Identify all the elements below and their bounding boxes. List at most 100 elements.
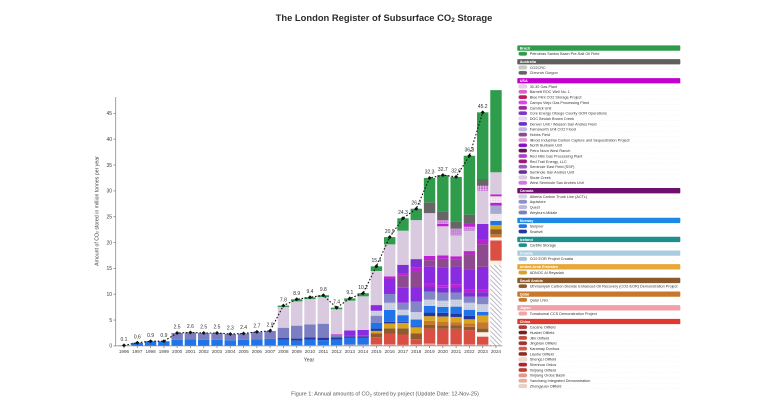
svg-text:0.6: 0.6 bbox=[134, 335, 141, 341]
svg-text:China: China bbox=[520, 320, 531, 324]
svg-text:Japan: Japan bbox=[520, 306, 532, 310]
svg-text:32.7: 32.7 bbox=[438, 167, 448, 173]
svg-text:2004: 2004 bbox=[225, 349, 236, 354]
svg-text:Carbfix Storage: Carbfix Storage bbox=[530, 244, 556, 248]
svg-text:0.1: 0.1 bbox=[121, 337, 128, 343]
svg-text:Qatar: Qatar bbox=[520, 292, 530, 296]
svg-text:Shute Creek: Shute Creek bbox=[530, 176, 551, 180]
svg-text:Zhongyuan Oilfield: Zhongyuan Oilfield bbox=[530, 384, 562, 388]
svg-text:CO2CRC: CO2CRC bbox=[530, 66, 546, 70]
svg-text:2023: 2023 bbox=[478, 349, 489, 354]
svg-text:9.4: 9.4 bbox=[307, 289, 314, 295]
svg-text:2.7: 2.7 bbox=[253, 324, 260, 330]
svg-text:Xinjiang Oilfield: Xinjiang Oilfield bbox=[530, 368, 556, 372]
svg-text:Xinjiang Ordos Basin: Xinjiang Ordos Basin bbox=[530, 374, 565, 378]
svg-text:Chevron Gorgon: Chevron Gorgon bbox=[530, 71, 558, 75]
svg-text:0.9: 0.9 bbox=[160, 333, 167, 339]
svg-text:10.2: 10.2 bbox=[358, 285, 368, 291]
svg-text:2007: 2007 bbox=[265, 349, 276, 354]
svg-text:2.5: 2.5 bbox=[214, 325, 221, 331]
svg-text:Quest: Quest bbox=[530, 206, 541, 210]
svg-text:2019: 2019 bbox=[424, 349, 435, 354]
svg-text:24.3: 24.3 bbox=[398, 210, 408, 216]
svg-text:Huabei Oilfield: Huabei Oilfield bbox=[530, 331, 555, 335]
svg-text:Figure 1: Annual amounts of CO: Figure 1: Annual amounts of CO2 stored b… bbox=[291, 392, 479, 398]
svg-text:2021: 2021 bbox=[451, 349, 462, 354]
svg-text:7.4: 7.4 bbox=[333, 299, 340, 305]
svg-text:CO2 EOR Project Croatia: CO2 EOR Project Croatia bbox=[530, 257, 574, 261]
svg-text:45.2: 45.2 bbox=[478, 104, 488, 110]
svg-text:Aquistore: Aquistore bbox=[530, 200, 546, 204]
svg-text:Blue Flint CO2 Storage Project: Blue Flint CO2 Storage Project bbox=[530, 96, 583, 100]
svg-text:Brazil: Brazil bbox=[520, 46, 530, 50]
svg-text:30: 30 bbox=[107, 189, 113, 195]
svg-text:Jilin Oilfield: Jilin Oilfield bbox=[530, 336, 549, 340]
svg-text:2.9: 2.9 bbox=[267, 323, 274, 329]
svg-text:ShengLi Oilfield: ShengLi Oilfield bbox=[530, 358, 557, 362]
svg-text:10: 10 bbox=[107, 292, 113, 298]
svg-text:30-30 Gas Plant: 30-30 Gas Plant bbox=[530, 85, 558, 89]
svg-text:25: 25 bbox=[107, 214, 113, 220]
svg-text:2.6: 2.6 bbox=[187, 324, 194, 330]
svg-text:35: 35 bbox=[107, 163, 113, 169]
svg-text:20.9: 20.9 bbox=[385, 229, 395, 235]
svg-text:2018: 2018 bbox=[411, 349, 422, 354]
svg-text:36.8: 36.8 bbox=[465, 148, 475, 154]
svg-text:Shenhua Ordos: Shenhua Ordos bbox=[530, 363, 557, 367]
svg-text:40: 40 bbox=[107, 137, 113, 143]
svg-text:Farnsworth Unit CO2 Flood: Farnsworth Unit CO2 Flood bbox=[530, 128, 576, 132]
svg-text:2014: 2014 bbox=[358, 349, 369, 354]
svg-text:Core Energy Otsego County GOR: Core Energy Otsego County GOR Operations bbox=[530, 112, 607, 116]
svg-text:Snøhvit: Snøhvit bbox=[530, 230, 544, 234]
svg-text:Seminole San Andres Unit: Seminole San Andres Unit bbox=[530, 170, 575, 174]
svg-text:2016: 2016 bbox=[385, 349, 396, 354]
svg-text:Caoshe Oilfield: Caoshe Oilfield bbox=[530, 326, 556, 330]
svg-text:Alberta Carbon Trunk Line (ACT: Alberta Carbon Trunk Line (ACTL) bbox=[530, 195, 588, 199]
svg-text:2020: 2020 bbox=[438, 349, 449, 354]
svg-text:Qatar LNG: Qatar LNG bbox=[530, 298, 548, 302]
svg-text:Liaohe Oilfield: Liaohe Oilfield bbox=[530, 352, 554, 356]
svg-text:15.4: 15.4 bbox=[372, 258, 382, 264]
svg-text:8.9: 8.9 bbox=[293, 291, 300, 297]
svg-text:2000: 2000 bbox=[172, 349, 183, 354]
svg-text:Red Trail Energy, LLC: Red Trail Energy, LLC bbox=[530, 160, 567, 164]
svg-text:1998: 1998 bbox=[145, 349, 156, 354]
svg-text:Illinois Industrial Carbon Cap: Illinois Industrial Carbon Capture and S… bbox=[530, 138, 631, 142]
svg-text:0: 0 bbox=[109, 344, 112, 350]
svg-text:1996: 1996 bbox=[119, 349, 130, 354]
svg-text:1997: 1997 bbox=[132, 349, 143, 354]
svg-text:The London Register of Subsurf: The London Register of Subsurface CO2 St… bbox=[276, 12, 493, 24]
svg-text:Year: Year bbox=[304, 358, 315, 364]
svg-text:2002: 2002 bbox=[199, 349, 210, 354]
svg-text:Campo Viejo Gas Processing Pla: Campo Viejo Gas Processing Plant bbox=[530, 101, 590, 105]
svg-text:2006: 2006 bbox=[252, 349, 263, 354]
svg-text:2012: 2012 bbox=[331, 349, 342, 354]
svg-text:Tomakomai CCS Demonstration Pr: Tomakomai CCS Demonstration Project bbox=[530, 312, 598, 316]
svg-text:15: 15 bbox=[107, 266, 113, 272]
svg-text:0.9: 0.9 bbox=[147, 333, 154, 339]
svg-text:Norway: Norway bbox=[520, 219, 535, 223]
svg-text:ADNOC Al Reyadah: ADNOC Al Reyadah bbox=[530, 271, 564, 275]
svg-text:Yanchang Integrated Demonstrat: Yanchang Integrated Demonstration bbox=[530, 379, 591, 383]
svg-text:Jingbian Oilfield: Jingbian Oilfield bbox=[530, 342, 557, 346]
svg-text:45: 45 bbox=[107, 111, 113, 117]
svg-text:2.5: 2.5 bbox=[174, 325, 181, 331]
svg-text:Weyburn-Midale: Weyburn-Midale bbox=[530, 211, 558, 215]
svg-text:DGC Beulah Brown Creek: DGC Beulah Brown Creek bbox=[530, 117, 574, 121]
svg-text:20: 20 bbox=[107, 240, 113, 246]
svg-text:7.8: 7.8 bbox=[280, 297, 287, 303]
svg-text:2003: 2003 bbox=[212, 349, 223, 354]
svg-text:Saudi Arabia: Saudi Arabia bbox=[520, 279, 544, 283]
svg-text:Uthmaniyah Carbon Dioxide Enha: Uthmaniyah Carbon Dioxide Enhanced Oil R… bbox=[530, 285, 679, 289]
svg-text:2.5: 2.5 bbox=[200, 325, 207, 331]
svg-text:2.4: 2.4 bbox=[240, 325, 247, 331]
svg-text:North Burbank Unit: North Burbank Unit bbox=[530, 144, 563, 148]
svg-text:Petra Nova West Ranch: Petra Nova West Ranch bbox=[530, 149, 571, 153]
svg-text:USA: USA bbox=[520, 79, 528, 83]
svg-text:2015: 2015 bbox=[371, 349, 382, 354]
svg-text:West Seminole San Andres Unit: West Seminole San Andres Unit bbox=[530, 181, 585, 185]
svg-text:32.6: 32.6 bbox=[451, 169, 461, 175]
svg-text:Camrick Unit: Camrick Unit bbox=[530, 106, 553, 110]
svg-text:5: 5 bbox=[109, 318, 112, 324]
svg-text:Denver Unit / Wasson San Andre: Denver Unit / Wasson San Andres Field bbox=[530, 122, 597, 126]
